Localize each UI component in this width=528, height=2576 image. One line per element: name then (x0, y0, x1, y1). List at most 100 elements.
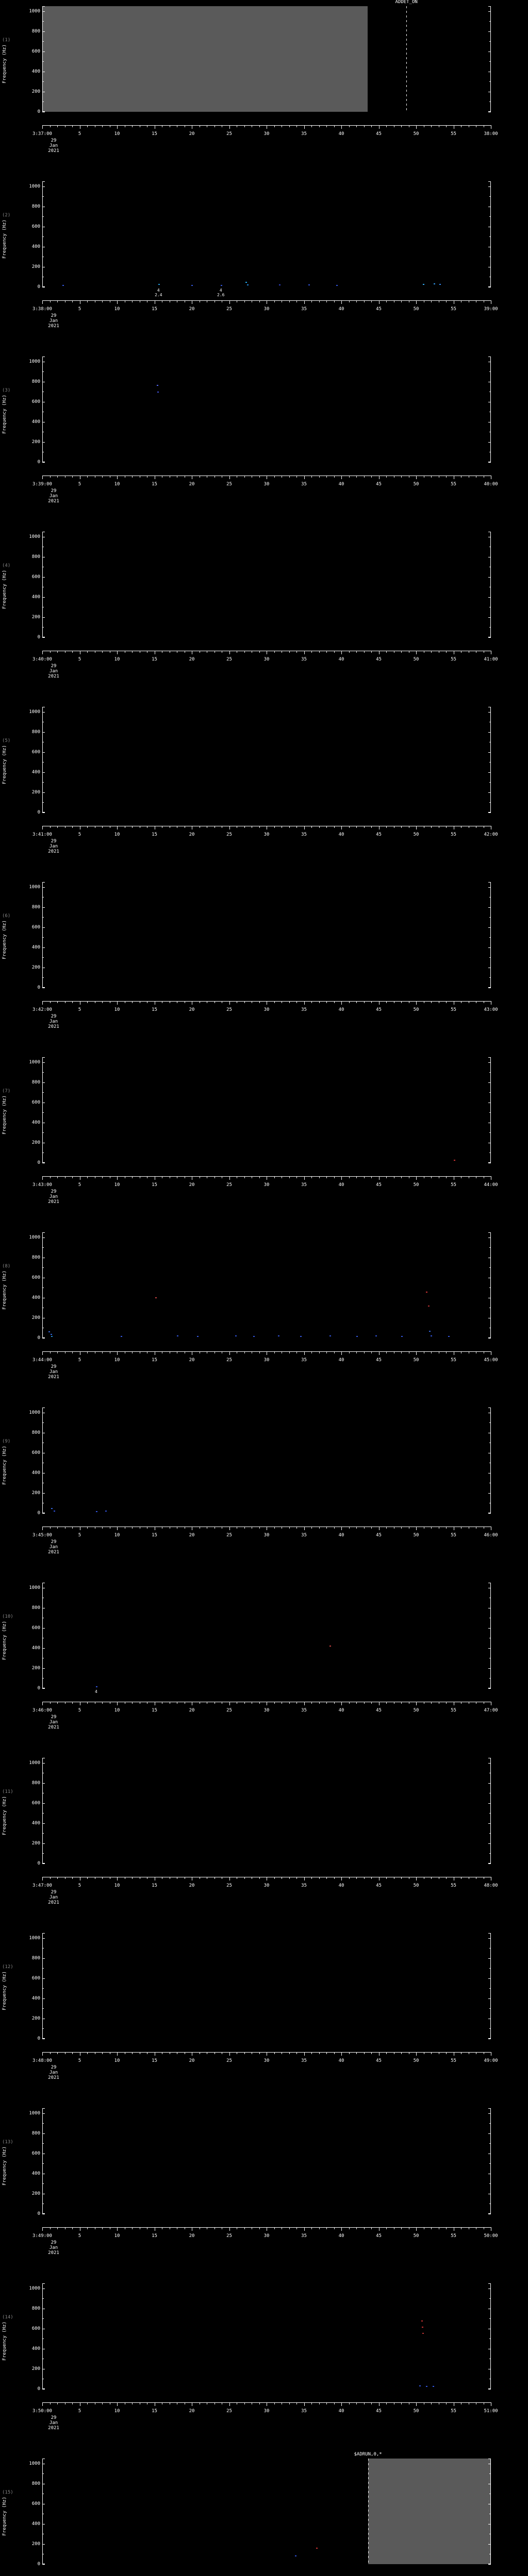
x-minor-tick (289, 2402, 290, 2404)
x-minor-tick (371, 1176, 372, 1178)
y-tick-labels: 0 200 400 600 800 1000 (0, 1583, 528, 1690)
plot-area-3 (42, 357, 491, 463)
y-minor-tick (42, 937, 44, 938)
y-tick-label: 0 (37, 810, 40, 815)
x-minor-tick (401, 125, 402, 127)
x-major-tick (117, 2052, 118, 2056)
detection-point (155, 1297, 157, 1299)
data-gap-mask (42, 6, 368, 112)
x-major-tick (304, 826, 305, 829)
x-tick-label: 20 (189, 131, 195, 137)
x-major-tick (341, 2402, 342, 2406)
x-minor-tick (244, 2052, 245, 2054)
y-minor-tick (42, 2123, 44, 2124)
detection-point (253, 1335, 255, 1337)
y-tick-label: 200 (31, 964, 40, 970)
x-minor-tick (244, 125, 245, 127)
x-minor-tick (364, 125, 365, 127)
axis-corner-cap (488, 2038, 491, 2039)
x-minor-tick (289, 1351, 290, 1353)
x-major-tick (416, 2052, 417, 2056)
x-minor-tick (214, 476, 215, 478)
detection-point (157, 391, 159, 393)
x-tick-label: 20 (189, 1708, 195, 1713)
x-axis-end-label: 42:00 (484, 832, 498, 837)
x-minor-tick (102, 2227, 103, 2229)
x-tick-label: 10 (114, 307, 120, 312)
detection-point (428, 1305, 430, 1307)
x-minor-tick (259, 1176, 260, 1178)
x-minor-tick (356, 476, 357, 478)
x-tick-label: 25 (226, 1533, 232, 1538)
x-minor-tick (371, 1527, 372, 1529)
x-minor-tick (326, 1176, 327, 1178)
x-minor-tick (57, 1176, 58, 1178)
y-major-tick (488, 1668, 491, 1669)
x-minor-tick (386, 2402, 387, 2404)
y-minor-tick (42, 1853, 44, 1854)
y-minor-tick (42, 1132, 44, 1133)
x-minor-tick (274, 1527, 275, 1529)
x-minor-tick (214, 1351, 215, 1353)
x-minor-tick (364, 476, 365, 478)
x-minor-tick (72, 1176, 73, 1178)
x-minor-tick (259, 1702, 260, 1704)
y-tick-label: 400 (31, 1820, 40, 1826)
x-tick-label: 5 (78, 2058, 81, 2063)
y-minor-tick (42, 2143, 44, 2144)
x-tick-label: 40 (338, 2058, 344, 2063)
y-major-tick (488, 1628, 491, 1629)
y-major-tick (488, 1958, 491, 1959)
y-minor-tick (489, 2163, 491, 2164)
x-tick-label: 50 (413, 1533, 419, 1538)
x-minor-tick (214, 1001, 215, 1003)
y-major-tick (488, 812, 491, 813)
x-major-tick (42, 1351, 43, 1355)
x-tick-label: 20 (189, 2058, 195, 2063)
y-minor-tick (489, 1247, 491, 1248)
y-tick-label: 600 (31, 749, 40, 755)
x-axis-start-label: 3:40:00 (32, 657, 52, 662)
x-tick-label: 50 (413, 307, 419, 312)
axis-corner-cap (488, 1337, 491, 1338)
x-major-tick (117, 476, 118, 479)
axis-spine-right (490, 2108, 491, 2214)
x-axis-start-label: 3:49:00 (32, 2233, 52, 2239)
axis-corner-cap (42, 2213, 45, 2214)
y-tick-label: 400 (31, 2346, 40, 2351)
x-axis-8 (42, 1351, 491, 1355)
x-major-tick (341, 1351, 342, 1355)
x-minor-tick (326, 125, 327, 127)
x-major-tick (341, 826, 342, 829)
x-minor-tick (446, 651, 447, 653)
y-minor-tick (489, 61, 491, 62)
x-minor-tick (132, 1702, 133, 1704)
y-tick-label: 600 (31, 399, 40, 404)
x-minor-tick (132, 1001, 133, 1003)
x-minor-tick (296, 300, 297, 302)
x-minor-tick (319, 1877, 320, 1879)
x-minor-tick (289, 1877, 290, 1879)
x-tick-labels: 3:46:00 5 10 15 20 25 30 35 40 45 50 55 47:00 (0, 1708, 528, 1715)
x-major-tick (117, 2402, 118, 2406)
y-major-tick (488, 1938, 491, 1939)
axis-spine-left (42, 357, 43, 462)
x-axis-start-label: 3:42:00 (32, 1007, 52, 1012)
axis-corner-cap (488, 1933, 491, 1934)
x-axis-end-label: 38:00 (484, 131, 498, 137)
y-tick-label: 0 (37, 2036, 40, 2041)
x-tick-labels: 3:42:00 5 10 15 20 25 30 35 40 45 50 55 43:00 (0, 1008, 528, 1014)
x-minor-tick (57, 2402, 58, 2404)
y-major-tick (42, 31, 45, 32)
x-major-tick (42, 826, 43, 829)
y-major-tick (488, 947, 491, 948)
panel-15: (15) Frequency (Hz) $ADRUN,0,* 0 200 400 600 80… (0, 2452, 528, 2576)
x-minor-tick (311, 1351, 312, 1353)
x-minor-tick (356, 1527, 357, 1529)
y-minor-tick (489, 1813, 491, 1814)
y-tick-label: 1000 (29, 1059, 40, 1065)
x-minor-tick (87, 1176, 88, 1178)
x-minor-tick (356, 1877, 357, 1879)
x-minor-tick (57, 1351, 58, 1353)
y-minor-tick (42, 101, 44, 103)
